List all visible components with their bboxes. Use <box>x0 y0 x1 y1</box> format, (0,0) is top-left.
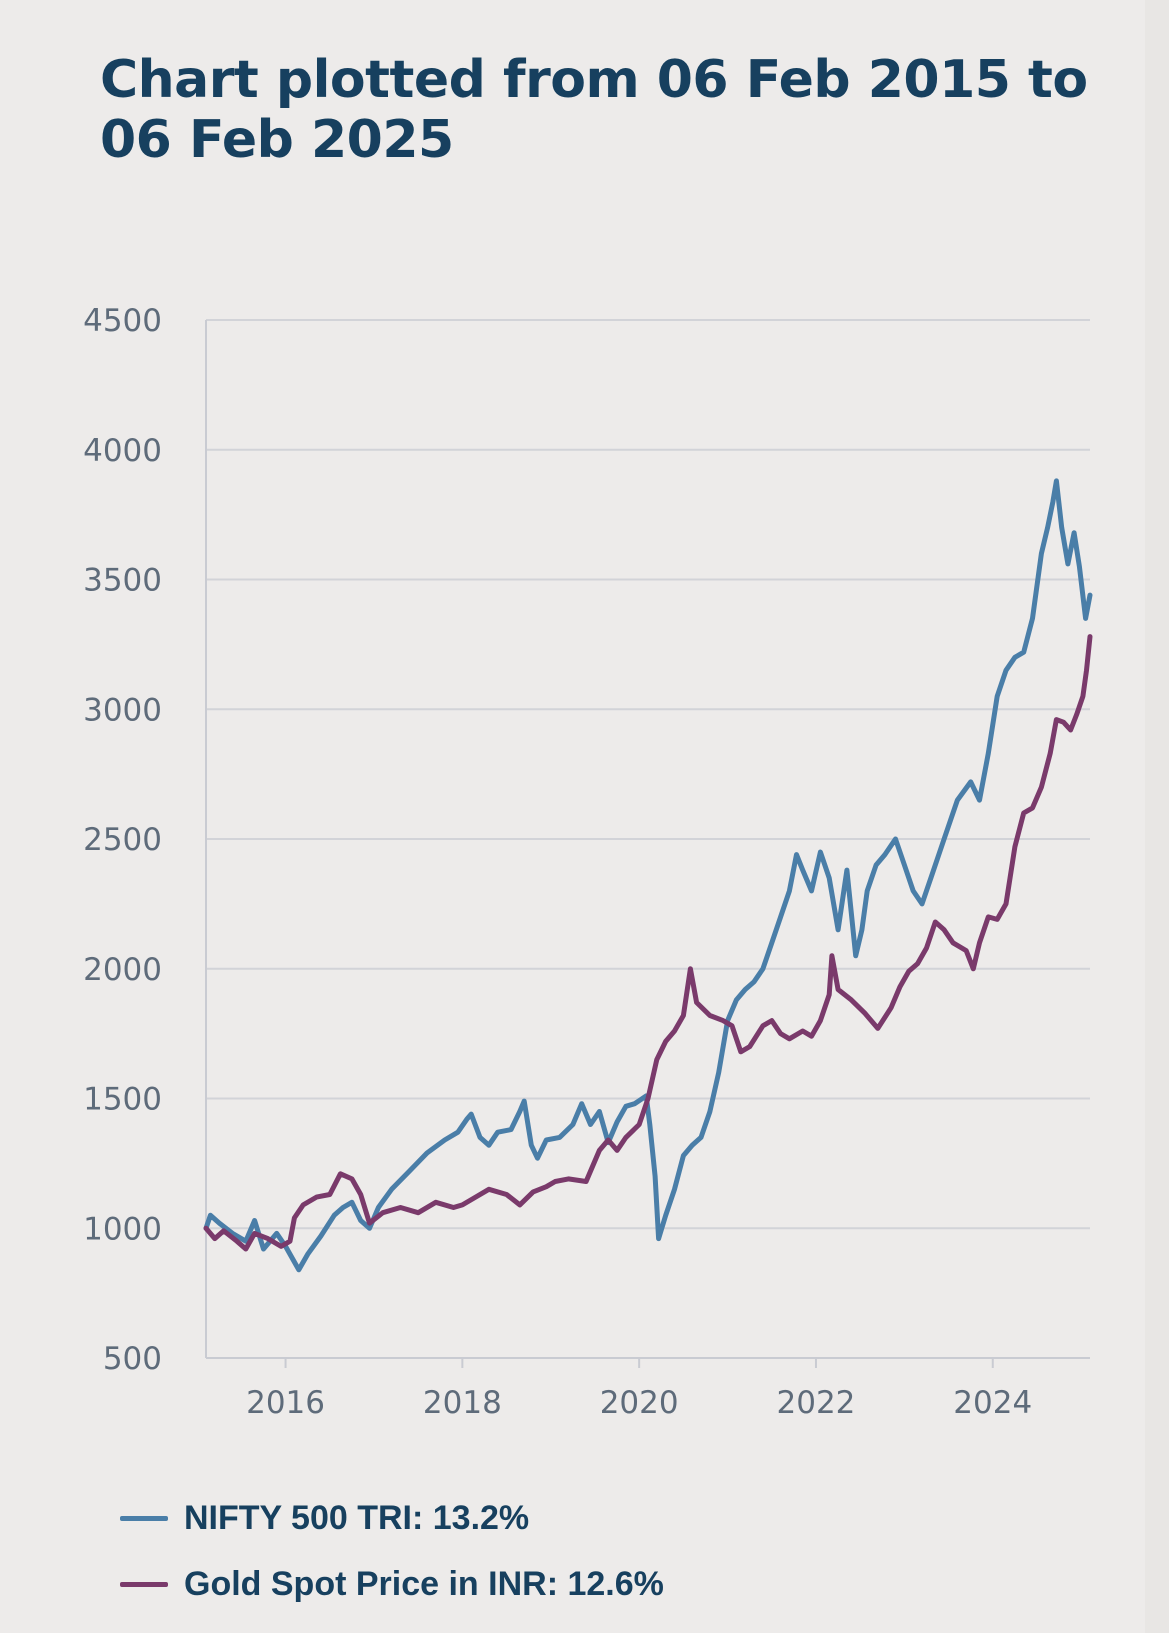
y-tick-label-4500: 4500 <box>83 303 162 339</box>
gold-spot-price-line <box>203 634 1093 1252</box>
x-tick-label-2022: 2022 <box>777 1385 856 1421</box>
legend: NIFTY 500 TRI: 13.2% Gold Spot Price in … <box>120 1485 664 1617</box>
y-tick-label-3000: 3000 <box>83 692 162 728</box>
x-tick-label-2020: 2020 <box>600 1385 679 1421</box>
y-tick-label-1500: 1500 <box>83 1082 162 1118</box>
x-tick-label-2016: 2016 <box>246 1385 325 1421</box>
y-tick-label-4000: 4000 <box>83 433 162 469</box>
y-tick-label-500: 500 <box>103 1341 162 1377</box>
legend-label-gold: Gold Spot Price in INR: 12.6% <box>184 1564 664 1603</box>
y-tick-label-2500: 2500 <box>83 822 162 858</box>
y-tick-label-2000: 2000 <box>83 952 162 988</box>
chart-title: Chart plotted from 06 Feb 2015 to 06 Feb… <box>100 50 1088 170</box>
line-chart: 500 1000 1500 2000 2500 3000 3500 4000 4500 2016… <box>83 303 1093 1421</box>
legend-item-gold: Gold Spot Price in INR: 12.6% <box>120 1551 664 1617</box>
legend-label-nifty: NIFTY 500 TRI: 13.2% <box>184 1498 530 1537</box>
y-tick-label-3500: 3500 <box>83 563 162 599</box>
axes <box>205 320 1090 1359</box>
legend-item-nifty: NIFTY 500 TRI: 13.2% <box>120 1485 664 1551</box>
legend-swatch-gold <box>120 1581 168 1587</box>
x-tick-label-2018: 2018 <box>423 1385 502 1421</box>
y-tick-label-1000: 1000 <box>83 1211 162 1247</box>
y-axis-ticks: 500 1000 1500 2000 2500 3000 3500 4000 4500 <box>83 303 162 1377</box>
legend-swatch-nifty <box>120 1515 168 1521</box>
chart-card: Chart plotted from 06 Feb 2015 to 06 Feb… <box>83 50 1093 1617</box>
series-lines <box>203 478 1093 1273</box>
x-tick-label-2024: 2024 <box>953 1385 1032 1421</box>
nifty-500-tri-line <box>203 478 1093 1273</box>
x-axis-ticks: 2016 2018 2020 2022 2024 <box>246 1358 1032 1421</box>
